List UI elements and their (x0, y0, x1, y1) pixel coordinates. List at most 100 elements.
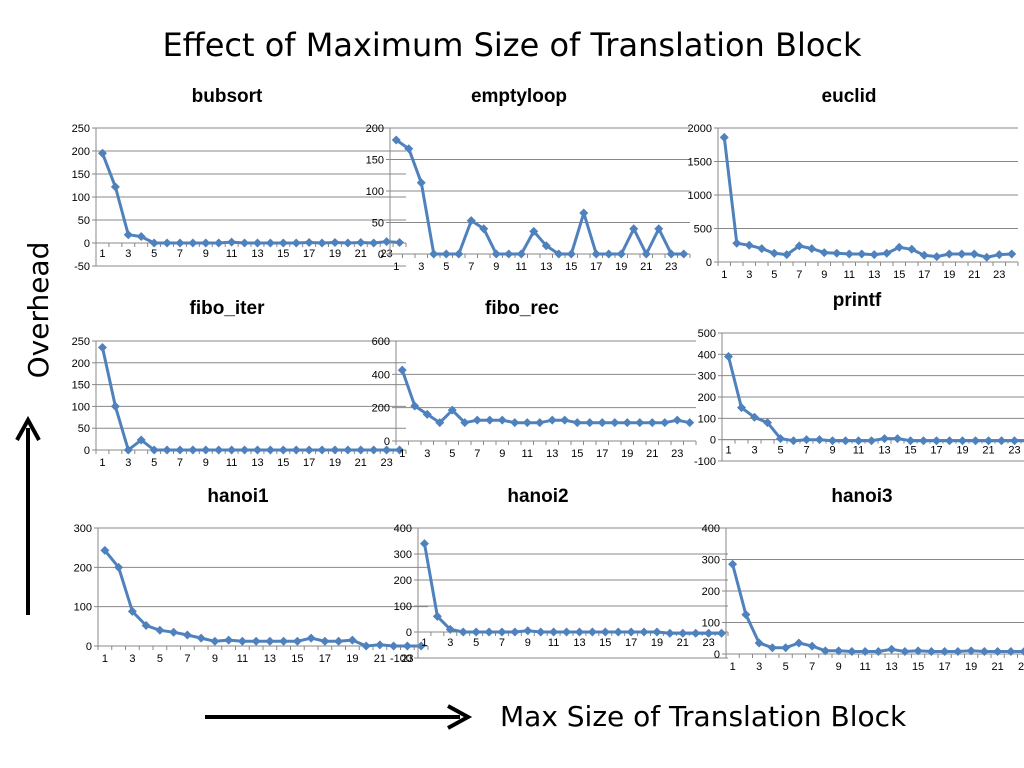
data-point (265, 445, 275, 455)
data-point (466, 216, 476, 226)
x-tick-label: 19 (956, 445, 968, 457)
data-point (123, 445, 133, 455)
y-tick-label: 100 (72, 401, 90, 413)
x-tick-label: 7 (474, 448, 480, 460)
chart-hanoi1: hanoi1 0 100 200 300 1 3 5 7 9 11 13 15 17 19 21 23 (48, 484, 429, 672)
x-tick-label: 5 (473, 637, 479, 649)
data-point (867, 436, 876, 446)
data-point (162, 445, 172, 455)
x-tick-label: 9 (829, 445, 835, 457)
data-point (535, 418, 545, 428)
data-point (750, 412, 759, 422)
data-point (97, 148, 107, 158)
y-arrow-head (15, 415, 41, 441)
data-point (854, 436, 863, 446)
data-point (201, 238, 211, 248)
data-point (252, 445, 262, 455)
data-point (691, 628, 701, 638)
y-tick-label: 300 (702, 555, 720, 567)
data-point (375, 640, 385, 650)
x-tick-label: 19 (346, 653, 358, 665)
data-point (240, 238, 250, 248)
x-tick-label: 21 (355, 457, 367, 469)
y-tick-label: 250 (72, 336, 90, 348)
y-tick-label: 0 (84, 445, 90, 457)
x-axis-label: Max Size of Translation Block (500, 700, 907, 733)
data-point (767, 643, 777, 653)
data-point (913, 646, 923, 656)
data-point (815, 435, 824, 445)
y-tick-label: 150 (366, 155, 384, 167)
x-tick-label: 21 (992, 661, 1004, 673)
data-point (945, 436, 954, 446)
x-tick-label: 23 (1018, 661, 1024, 673)
data-point (763, 418, 772, 428)
data-point (110, 182, 120, 192)
chart-fibo-rec: fibo_rec 0 200 400 600 1 3 5 7 9 11 13 15 17 19 21 23 (348, 296, 697, 467)
data-point (529, 226, 539, 236)
x-tick-label: 15 (893, 269, 905, 281)
x-tick-label: 13 (573, 637, 585, 649)
series-line (727, 356, 1024, 443)
data-point (265, 238, 275, 248)
x-tick-label: 1 (99, 248, 105, 260)
data-point (554, 249, 564, 259)
y-tick-label: 2000 (688, 123, 712, 135)
x-tick-label: 7 (803, 445, 809, 457)
x-tick-label: 15 (277, 457, 289, 469)
x-tick-label: 9 (203, 457, 209, 469)
x-tick-label: 3 (129, 653, 135, 665)
data-point (162, 238, 172, 248)
data-point (639, 627, 649, 637)
x-tick-label: 11 (522, 448, 533, 460)
data-point (919, 436, 928, 446)
data-point (320, 636, 330, 646)
data-point (516, 249, 526, 259)
y-tick-label: 400 (698, 349, 716, 361)
x-tick-label: 11 (226, 248, 237, 260)
data-point (641, 249, 651, 259)
chart-title: fibo_iter (189, 298, 265, 319)
data-point (932, 252, 942, 262)
y-tick-label: 0 (706, 257, 712, 269)
series-line (423, 543, 722, 635)
y-tick-label: -100 (390, 653, 412, 665)
data-point (732, 238, 742, 248)
x-tick-label: 7 (809, 661, 815, 673)
data-point (210, 636, 220, 646)
data-point (781, 643, 791, 653)
data-point (828, 436, 837, 446)
data-point (678, 628, 688, 638)
data-point (906, 436, 915, 446)
x-tick-label: 1 (421, 637, 427, 649)
data-point (479, 224, 489, 234)
data-point (497, 415, 507, 425)
y-tick-label: 0 (84, 238, 90, 250)
data-point (541, 241, 551, 251)
data-point (369, 445, 379, 455)
x-tick-label: 23 (665, 261, 677, 273)
chart-title: fibo_rec (485, 298, 559, 319)
data-point (591, 249, 601, 259)
data-point (728, 559, 738, 569)
y-tick-label: 100 (698, 413, 716, 425)
data-point (330, 238, 340, 248)
x-tick-label: 1 (399, 448, 405, 460)
x-tick-label: 13 (251, 248, 263, 260)
data-point (504, 249, 514, 259)
data-point (458, 627, 468, 637)
data-point (652, 627, 662, 637)
data-point (471, 627, 481, 637)
x-tick-label: 23 (703, 637, 715, 649)
x-tick-label: 13 (540, 261, 552, 273)
x-tick-label: 11 (548, 637, 559, 649)
data-point (214, 445, 224, 455)
data-point (547, 415, 557, 425)
x-tick-label: 17 (596, 448, 608, 460)
data-point (510, 418, 520, 428)
y-tick-label: 0 (384, 436, 390, 448)
series-line (731, 563, 1024, 653)
data-point (306, 633, 316, 643)
